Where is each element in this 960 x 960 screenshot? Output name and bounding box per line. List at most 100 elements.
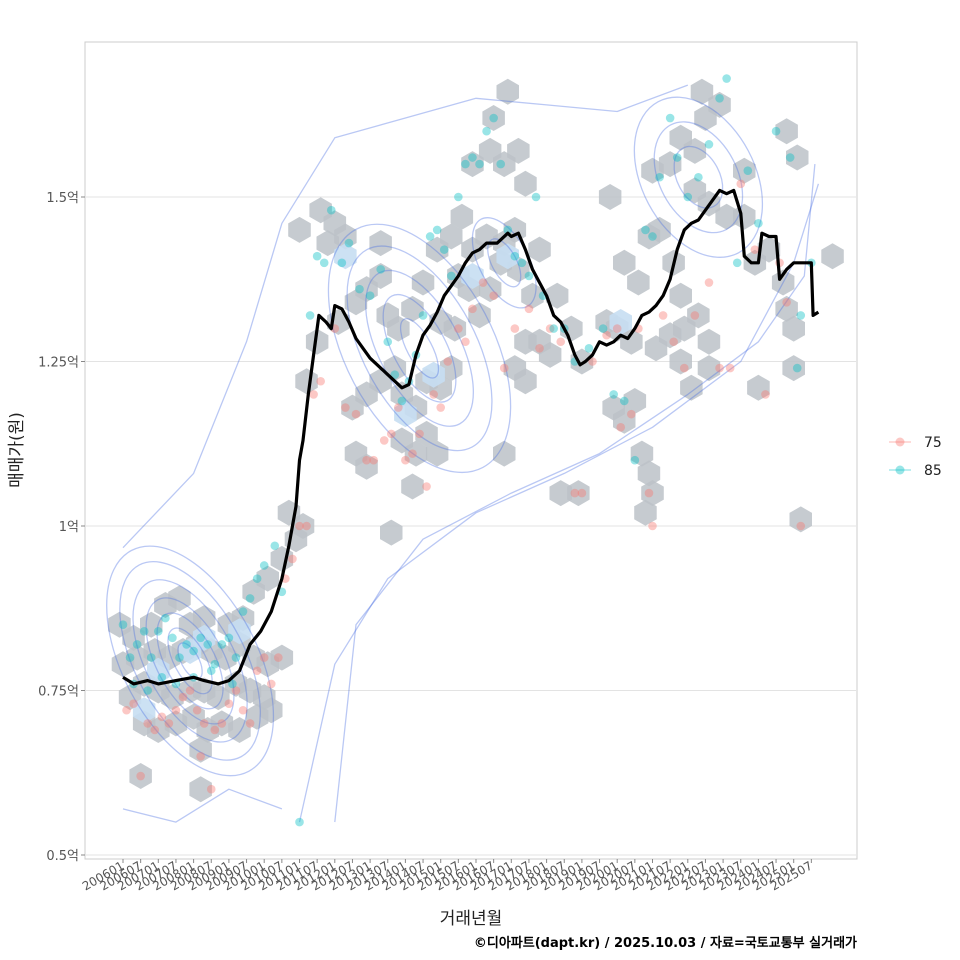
point-series-85 [337, 258, 347, 268]
point-series-75 [309, 390, 318, 399]
point-series-75 [750, 245, 760, 254]
density-contour-outer [298, 183, 820, 823]
hexbin-cell [291, 513, 315, 539]
hexbin-cell [708, 91, 731, 118]
point-series-85 [217, 640, 227, 649]
hexbin-cell [129, 763, 152, 789]
hexbin-cell [440, 355, 463, 382]
point-series-85 [496, 159, 506, 169]
density-contour [119, 560, 261, 761]
point-series-85 [231, 653, 241, 662]
hexbin-cell [168, 585, 191, 612]
hexbin-cell [411, 269, 435, 296]
point-series-85 [609, 390, 618, 399]
density-contour [487, 238, 522, 288]
point-series-75 [171, 705, 181, 715]
hexbin-cell-dense [394, 401, 417, 428]
point-series-75 [386, 429, 396, 439]
hexbin-cell [613, 407, 636, 434]
legend-swatch-85 [895, 465, 905, 475]
hexbin-cell [369, 230, 392, 257]
point-series-85 [672, 153, 682, 162]
point-series-75 [122, 705, 131, 715]
point-series-85 [743, 166, 753, 175]
point-series-85 [326, 205, 336, 215]
point-series-75 [443, 357, 453, 366]
point-series-85 [771, 126, 781, 136]
hexbin-cell [415, 420, 438, 447]
point-series-75 [288, 554, 297, 564]
hexbin-cell [669, 282, 692, 309]
hexbin-cell [549, 480, 572, 507]
point-series-85 [355, 284, 364, 294]
point-series-85 [252, 574, 262, 583]
hexbin-cell [514, 170, 537, 197]
hexbin-cell [288, 216, 311, 243]
density-contour-outer [122, 84, 689, 549]
hexbin-cell [401, 295, 424, 322]
point-series-85 [648, 232, 657, 241]
hexbin-cell [270, 644, 294, 671]
hexbin-cell [355, 453, 378, 480]
point-series-75 [627, 409, 636, 419]
point-series-85 [584, 344, 594, 353]
y-tick-label: 1억 [59, 520, 79, 535]
hexbin-cell [228, 717, 251, 743]
point-series-85 [245, 594, 255, 603]
density-contour [673, 145, 724, 209]
hexbin-cell [334, 223, 357, 250]
hexbin-cell-dense [228, 618, 251, 645]
point-series-75 [704, 278, 714, 287]
point-series-75 [415, 429, 424, 439]
point-series-75 [422, 482, 431, 491]
point-series-75 [341, 403, 350, 412]
hexbin-cell [560, 315, 583, 342]
point-series-75 [196, 752, 205, 761]
hexbin-cell [461, 151, 484, 178]
density-contour [633, 96, 764, 258]
y-tick-label: 1.25억 [38, 356, 79, 371]
density-contour [399, 318, 440, 379]
hexbin-cell [630, 440, 654, 467]
hexbin-cell-dense [132, 697, 156, 724]
point-series-85 [475, 159, 484, 169]
hexbin-cell [147, 717, 170, 743]
point-series-75 [577, 488, 587, 498]
hexbin-cell [641, 157, 664, 184]
point-series-85 [146, 653, 156, 662]
y-tick-label: 0.5억 [46, 849, 79, 864]
density-contour [382, 293, 457, 403]
point-series-85 [785, 153, 795, 162]
point-series-75 [129, 699, 138, 708]
point-series-75 [259, 653, 269, 662]
point-series-85 [722, 74, 731, 83]
point-series-85 [132, 640, 142, 649]
point-series-85 [665, 113, 675, 123]
hexbin-cell [210, 710, 234, 737]
point-series-85 [143, 686, 153, 695]
point-series-75 [351, 409, 361, 419]
hexbin-cell [623, 388, 647, 414]
point-series-75 [510, 324, 520, 333]
x-axis-title: 거래년월 [440, 909, 503, 929]
hexbin-cell [757, 236, 781, 263]
point-series-75 [143, 719, 153, 728]
hexbin-cell [401, 473, 424, 500]
point-series-75 [429, 390, 438, 399]
point-series-75 [588, 357, 597, 366]
point-series-75 [715, 363, 724, 373]
point-series-75 [217, 719, 227, 728]
y-tick-label: 1.5억 [46, 191, 79, 206]
point-series-75 [185, 686, 195, 695]
point-series-85 [319, 258, 329, 268]
point-series-85 [125, 653, 135, 662]
hexbin-cell [821, 243, 844, 270]
point-series-85 [517, 258, 527, 268]
point-series-85 [203, 640, 213, 649]
density-contour [145, 597, 235, 725]
hexbin-cell [305, 328, 329, 355]
hexbin-cell [782, 315, 805, 342]
point-series-75 [725, 363, 735, 373]
point-series-75 [436, 403, 446, 412]
hexbin-cell [598, 184, 622, 210]
